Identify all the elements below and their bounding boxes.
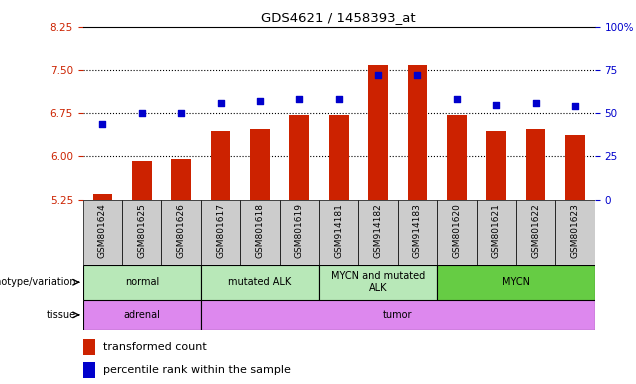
Text: GSM801622: GSM801622 [531, 203, 540, 258]
Point [294, 96, 305, 103]
Point [491, 101, 501, 108]
Bar [487, 131, 506, 200]
Point [334, 96, 344, 103]
Text: MYCN and mutated
ALK: MYCN and mutated ALK [331, 271, 425, 293]
Title: GDS4621 / 1458393_at: GDS4621 / 1458393_at [261, 11, 416, 24]
Text: GSM801623: GSM801623 [570, 203, 579, 258]
Text: GSM801617: GSM801617 [216, 203, 225, 258]
Text: tumor: tumor [383, 310, 413, 320]
Point [373, 72, 383, 78]
Bar [289, 115, 309, 200]
Bar [447, 115, 467, 200]
Point [216, 100, 226, 106]
Bar [162, 200, 201, 265]
Bar [555, 200, 595, 265]
Point [412, 72, 422, 78]
Text: GSM801621: GSM801621 [492, 203, 501, 258]
Bar [329, 115, 349, 200]
Bar [92, 194, 112, 200]
Text: mutated ALK: mutated ALK [228, 277, 291, 287]
Bar [250, 129, 270, 200]
Point [137, 110, 147, 116]
Bar [171, 159, 191, 200]
Bar [201, 200, 240, 265]
Point [452, 96, 462, 103]
Text: GSM801619: GSM801619 [295, 203, 304, 258]
Text: GSM801620: GSM801620 [452, 203, 461, 258]
Bar [565, 135, 585, 200]
Text: transformed count: transformed count [103, 342, 207, 352]
Bar [211, 131, 230, 200]
Text: genotype/variation: genotype/variation [0, 277, 76, 287]
Text: GSM801624: GSM801624 [98, 203, 107, 258]
Bar [319, 200, 358, 265]
Text: GSM801626: GSM801626 [177, 203, 186, 258]
Text: GSM801618: GSM801618 [256, 203, 265, 258]
Bar [368, 65, 388, 200]
Point [176, 110, 186, 116]
Text: normal: normal [125, 277, 159, 287]
Bar [516, 200, 555, 265]
Text: adrenal: adrenal [123, 310, 160, 320]
Text: GSM801625: GSM801625 [137, 203, 146, 258]
Point [255, 98, 265, 104]
Text: MYCN: MYCN [502, 277, 530, 287]
Point [570, 103, 580, 109]
Bar [132, 161, 151, 200]
Bar [122, 200, 162, 265]
Bar [201, 300, 595, 330]
Bar [358, 200, 398, 265]
Point [97, 121, 107, 127]
Text: GSM914183: GSM914183 [413, 203, 422, 258]
Bar [83, 200, 122, 265]
Bar [398, 200, 437, 265]
Bar [526, 129, 546, 200]
Bar [280, 200, 319, 265]
Bar [201, 265, 319, 300]
Bar [437, 200, 476, 265]
Text: percentile rank within the sample: percentile rank within the sample [103, 365, 291, 375]
Bar [83, 339, 95, 355]
Bar [476, 200, 516, 265]
Point [530, 100, 541, 106]
Bar [319, 265, 437, 300]
Text: tissue: tissue [47, 310, 76, 320]
Text: GSM914181: GSM914181 [334, 203, 343, 258]
Bar [83, 362, 95, 378]
Text: GSM914182: GSM914182 [373, 203, 382, 258]
Bar [437, 265, 595, 300]
Bar [408, 65, 427, 200]
Bar [83, 265, 201, 300]
Bar [240, 200, 280, 265]
Bar [83, 300, 201, 330]
